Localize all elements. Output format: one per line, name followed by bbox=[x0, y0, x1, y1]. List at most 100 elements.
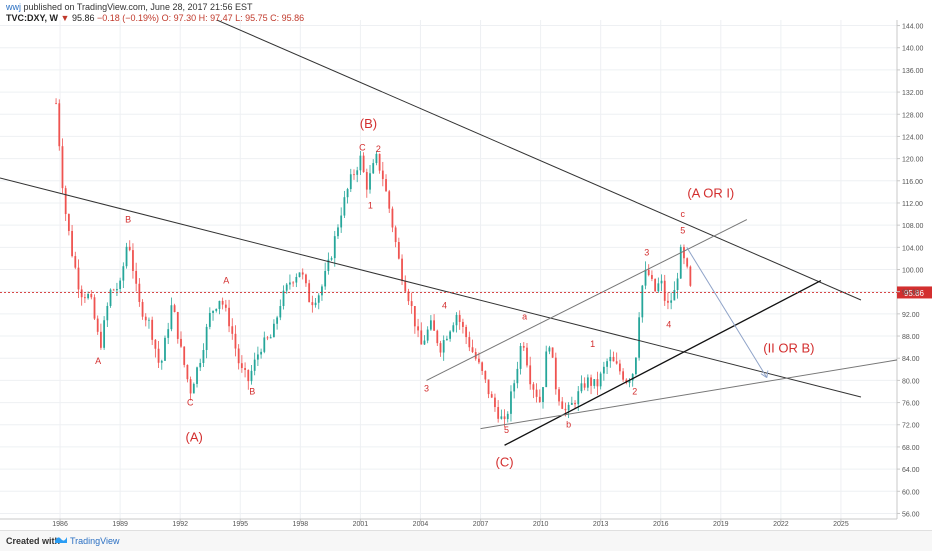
candle-body bbox=[510, 391, 512, 414]
wave-label[interactable]: 4 bbox=[442, 300, 447, 310]
wave-label[interactable]: 2 bbox=[376, 144, 381, 154]
candle-body bbox=[160, 360, 163, 363]
author-name[interactable]: wwj bbox=[6, 2, 21, 12]
candle-body bbox=[580, 383, 583, 392]
wave-label[interactable]: 5 bbox=[680, 225, 685, 235]
candle-body bbox=[375, 153, 378, 164]
candle-body bbox=[381, 170, 384, 180]
wave-label[interactable]: 1 bbox=[368, 201, 373, 211]
candle-body bbox=[192, 383, 195, 394]
candle-body bbox=[362, 155, 365, 173]
candle-body bbox=[644, 269, 647, 286]
candle-body bbox=[631, 374, 634, 381]
candle-body bbox=[468, 337, 471, 348]
candle-body bbox=[240, 363, 243, 369]
wave-label[interactable]: 4 bbox=[666, 320, 671, 330]
wave-label[interactable]: B bbox=[249, 386, 255, 396]
wave-label[interactable]: 1 bbox=[590, 339, 595, 349]
candle-body bbox=[263, 337, 266, 352]
candle-body bbox=[228, 307, 230, 327]
x-tick-label: 2004 bbox=[413, 521, 429, 528]
candle-body bbox=[112, 289, 115, 291]
candle-body bbox=[660, 280, 663, 284]
candle-body bbox=[667, 300, 669, 303]
wave-label[interactable]: b bbox=[566, 420, 571, 430]
candle-body bbox=[417, 326, 419, 331]
trendline[interactable] bbox=[504, 280, 822, 446]
y-tick-label: 140.00 bbox=[902, 46, 924, 53]
candle-body bbox=[490, 394, 493, 398]
candle-body bbox=[189, 379, 192, 394]
wave-label[interactable]: 3 bbox=[424, 383, 429, 393]
wave-label[interactable]: (A OR I) bbox=[687, 185, 734, 200]
candle-body bbox=[574, 402, 576, 405]
candle-body bbox=[330, 258, 333, 260]
trendline[interactable] bbox=[0, 0, 862, 301]
wave-label[interactable]: 5 bbox=[504, 425, 509, 435]
candle-body bbox=[164, 337, 166, 361]
wave-label[interactable]: 2 bbox=[632, 386, 637, 396]
candle-body bbox=[202, 350, 205, 363]
wave-label[interactable]: B bbox=[125, 214, 131, 224]
candle-body bbox=[532, 384, 535, 390]
candle-body bbox=[622, 371, 624, 380]
candle-body bbox=[250, 370, 253, 382]
candle-body bbox=[599, 373, 602, 387]
projection-arrow[interactable] bbox=[686, 247, 768, 378]
candle-body bbox=[394, 227, 397, 243]
y-tick-label: 96.00 bbox=[902, 290, 920, 297]
candle-body bbox=[71, 230, 73, 257]
candle-body bbox=[298, 272, 301, 277]
y-tick-label: 112.00 bbox=[902, 201, 923, 208]
candle-body bbox=[212, 310, 214, 313]
wave-label[interactable]: A bbox=[223, 275, 229, 285]
candle-body bbox=[276, 317, 279, 324]
candle-body bbox=[234, 333, 237, 349]
candle-body bbox=[138, 283, 141, 302]
candle-body bbox=[651, 275, 653, 279]
candle-body bbox=[231, 326, 234, 334]
trendline[interactable] bbox=[426, 219, 748, 381]
tradingview-brand-link[interactable]: TradingView bbox=[70, 536, 120, 546]
candle-body bbox=[567, 404, 570, 411]
candle-body bbox=[378, 153, 381, 171]
wave-label[interactable]: (C) bbox=[496, 454, 514, 469]
candle-body bbox=[657, 283, 660, 292]
wave-label[interactable]: 3 bbox=[644, 248, 649, 258]
candle-body bbox=[506, 413, 509, 420]
candle-body bbox=[365, 172, 368, 190]
candle-body bbox=[606, 361, 608, 367]
wave-label[interactable]: C bbox=[359, 142, 366, 152]
candle-body bbox=[109, 289, 112, 306]
y-tick-label: 92.00 bbox=[902, 312, 920, 319]
wave-label[interactable]: (II OR B) bbox=[763, 341, 814, 356]
wave-label[interactable]: c bbox=[681, 209, 686, 219]
candle-body bbox=[577, 391, 580, 405]
candle-body bbox=[526, 347, 528, 366]
wave-label[interactable]: (B) bbox=[360, 116, 377, 131]
candle-body bbox=[273, 323, 275, 338]
candle-body bbox=[561, 401, 564, 409]
wave-label[interactable]: a bbox=[522, 311, 527, 321]
candle-body bbox=[289, 282, 291, 285]
candle-body bbox=[404, 280, 407, 292]
trendline[interactable] bbox=[0, 177, 862, 398]
candle-body bbox=[314, 302, 317, 306]
trendline[interactable] bbox=[480, 353, 932, 430]
y-tick-label: 60.00 bbox=[902, 489, 920, 496]
candle-body bbox=[119, 280, 122, 289]
wave-label[interactable]: (A) bbox=[186, 429, 203, 444]
candle-body bbox=[125, 246, 128, 267]
current-price-tag bbox=[897, 286, 932, 299]
wave-label[interactable]: C bbox=[187, 397, 194, 407]
candle-body bbox=[596, 379, 599, 387]
candle-body bbox=[173, 305, 176, 313]
y-tick-label: 136.00 bbox=[902, 68, 924, 75]
candles-group bbox=[55, 98, 692, 428]
candle-body bbox=[413, 306, 416, 327]
candle-body bbox=[106, 305, 109, 321]
candle-body bbox=[433, 320, 435, 331]
wave-label[interactable]: A bbox=[95, 356, 101, 366]
current-price-label: 95.86 bbox=[904, 289, 925, 298]
